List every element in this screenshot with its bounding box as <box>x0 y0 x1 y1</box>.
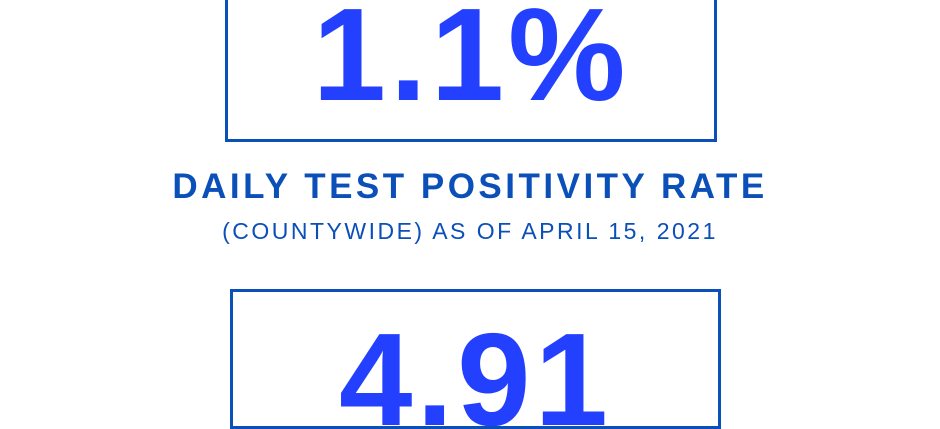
second-stat-value: 4.91 <box>339 306 612 429</box>
second-stat-box: 4.91 <box>230 289 721 429</box>
positivity-rate-value: 1.1% <box>312 0 630 128</box>
stat-title: DAILY TEST POSITIVITY RATE <box>172 167 768 206</box>
stat-subtitle: (COUNTYWIDE) AS OF APRIL 15, 2021 <box>222 218 718 244</box>
positivity-rate-box: 1.1% <box>225 0 717 142</box>
